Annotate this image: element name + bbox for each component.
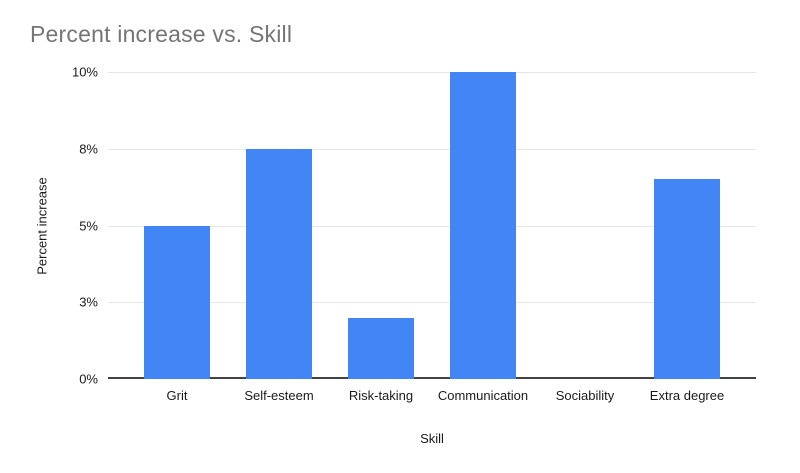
x-tick-label-communication: Communication: [437, 388, 529, 403]
chart-title: Percent increase vs. Skill: [30, 21, 293, 47]
x-tick-label-sociability: Sociability: [555, 388, 615, 403]
bar-slot-communication: [432, 72, 534, 379]
x-tick-label-self-esteem: Self-esteem: [244, 388, 314, 403]
y-tick-label-10-: 10%: [71, 64, 98, 80]
x-axis-baseline: [108, 377, 756, 379]
bar-grit[interactable]: [144, 225, 210, 379]
gridline-3-: [108, 302, 756, 304]
plot-area[interactable]: [108, 72, 756, 379]
bar-communication[interactable]: [450, 72, 516, 379]
x-axis-labels: Grit Self-esteem Risk-taking Communication S…: [108, 388, 756, 403]
x-tick-label-risk-taking: Risk-taking: [348, 388, 414, 403]
bar-slot-risk-taking: [330, 72, 432, 379]
gridline-5-: [108, 225, 756, 227]
y-tick-label-0-: 0%: [79, 371, 98, 387]
y-tick-label-3-: 3%: [79, 294, 98, 310]
y-tick-label-8-: 8%: [79, 141, 98, 157]
bar-risk-taking[interactable]: [348, 317, 414, 379]
bar-slot-sociability: [534, 72, 636, 379]
bar-slot-self-esteem: [228, 72, 330, 379]
y-axis-ticks: 0% 3% 5% 8% 10%: [0, 65, 98, 387]
y-tick-label-5-: 5%: [79, 218, 98, 233]
bar-slot-extra-degree: [636, 72, 738, 379]
bar-series: [108, 72, 756, 379]
x-tick-label-extra-degree: Extra degree: [649, 388, 725, 403]
gridline-10-: [108, 72, 756, 73]
bar-slot-grit: [126, 72, 228, 379]
x-axis-title: Skill: [420, 431, 444, 446]
bar-self-esteem[interactable]: [246, 148, 312, 379]
x-tick-label-grit: Grit: [166, 388, 188, 403]
bar-extra-degree[interactable]: [654, 179, 720, 379]
gridline-8-: [108, 148, 756, 150]
